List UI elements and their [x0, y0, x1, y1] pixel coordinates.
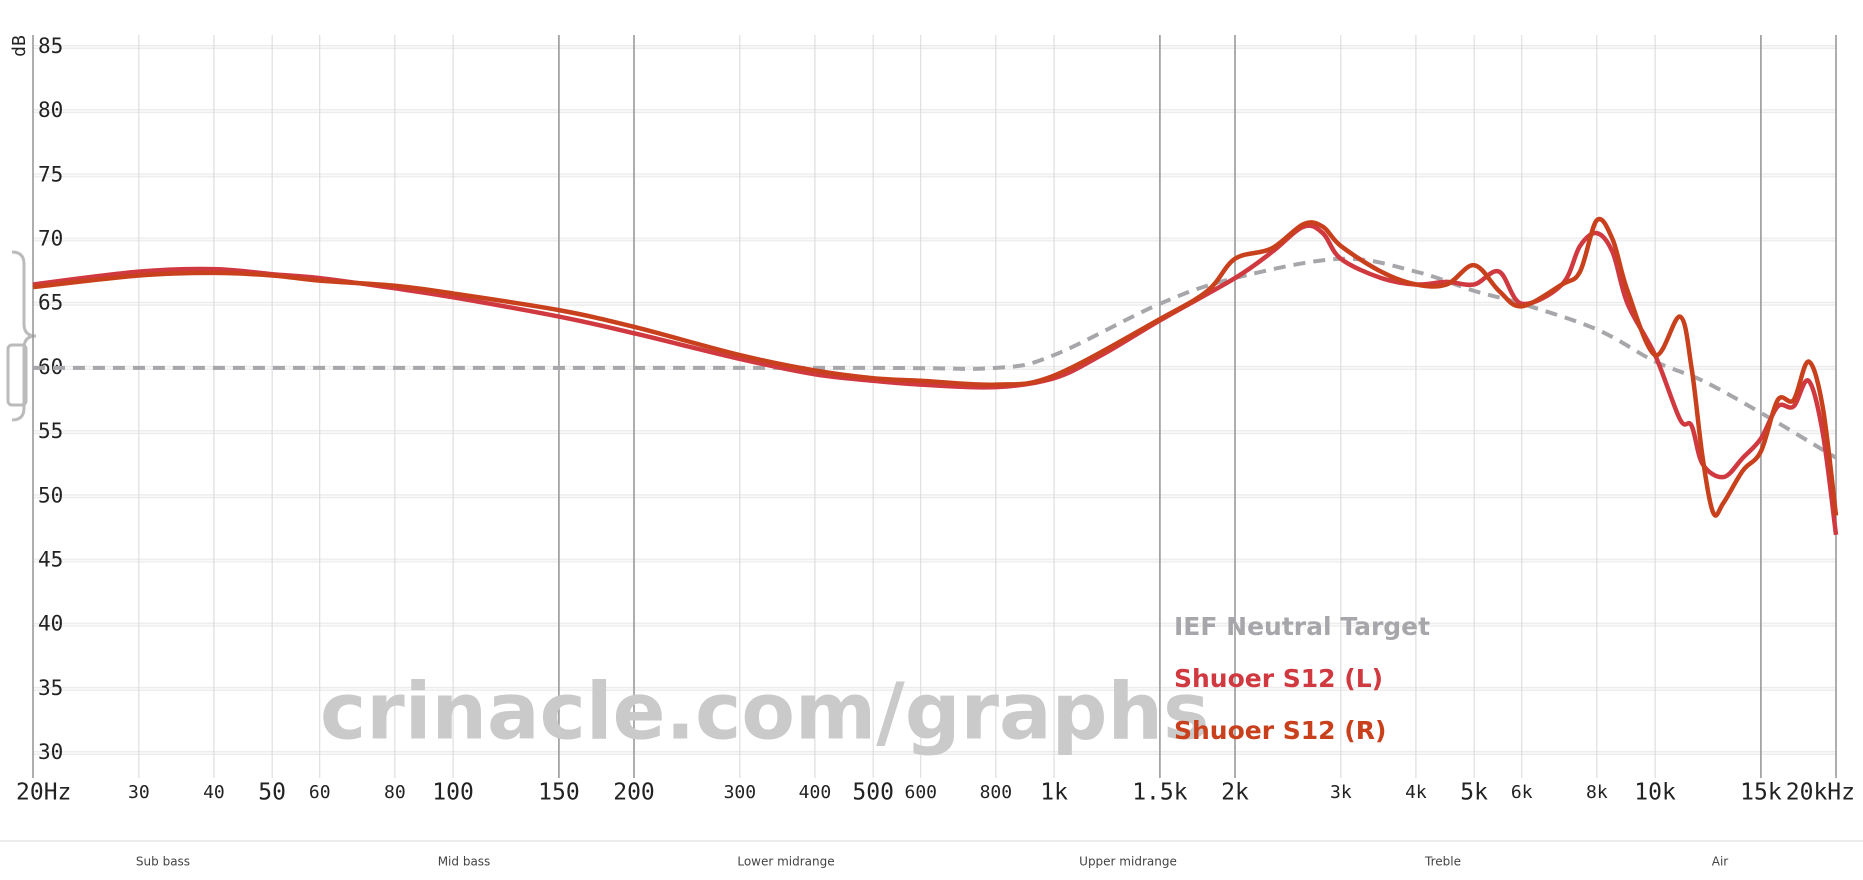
x-tick-label: 1.5k [1132, 780, 1188, 806]
x-tick-label: 1k [1040, 780, 1068, 806]
band-label: Mid bass [438, 855, 491, 869]
x-tick-label: 10k [1634, 780, 1676, 806]
x-tick-label: 80 [384, 782, 406, 803]
response-curve [32, 256, 1838, 460]
y-tick-label: 45 [38, 547, 63, 571]
band-label: Treble [1424, 855, 1461, 869]
legend-entry[interactable]: Shuoer S12 (L) [1174, 664, 1383, 693]
y-axis-label: dB [9, 35, 30, 57]
x-tick-label: 200 [613, 780, 655, 806]
x-tick-label: 100 [432, 780, 474, 806]
x-tick-label: 600 [904, 782, 937, 803]
x-tick-label: 40 [203, 782, 225, 803]
y-tick-label: 55 [38, 419, 63, 443]
response-curve [32, 216, 1839, 518]
x-tick-label: 800 [980, 782, 1013, 803]
x-tick-label: 15k [1740, 780, 1782, 806]
y-tick-label: 75 [38, 162, 63, 186]
band-label: Lower midrange [737, 855, 834, 869]
x-tick-label: 50 [258, 780, 286, 806]
x-tick-label: 8k [1586, 782, 1608, 803]
x-tick-label: 20kHz [1786, 780, 1855, 806]
x-tick-label: 30 [128, 782, 150, 803]
x-tick-label: 3k [1330, 782, 1352, 803]
x-tick-label: 300 [724, 782, 757, 803]
x-tick-label: 2k [1221, 780, 1249, 806]
y-tick-label: 30 [38, 740, 63, 764]
x-tick-label: 4k [1405, 782, 1427, 803]
legend-entry[interactable]: IEF Neutral Target [1174, 612, 1430, 641]
scale-grip[interactable] [6, 343, 28, 407]
legend-entry[interactable]: Shuoer S12 (R) [1174, 716, 1386, 745]
band-label: Air [1712, 855, 1729, 869]
y-tick-label: 50 [38, 483, 63, 507]
scale-handle[interactable] [11, 250, 37, 422]
y-tick-label: 80 [38, 98, 63, 122]
x-tick-label: 6k [1511, 782, 1533, 803]
x-tick-label: 400 [799, 782, 832, 803]
x-tick-label: 5k [1460, 780, 1488, 806]
y-tick-label: 35 [38, 676, 63, 700]
x-tick-label: 60 [309, 782, 331, 803]
response-curve [32, 223, 1839, 536]
y-tick-label: 70 [38, 227, 63, 251]
band-label: Upper midrange [1079, 855, 1177, 869]
watermark: crinacle.com/graphs [320, 667, 1209, 757]
x-tick-label: 20Hz [16, 780, 71, 806]
x-tick-label: 150 [538, 780, 580, 806]
band-label: Sub bass [136, 855, 190, 869]
y-tick-label: 40 [38, 612, 63, 636]
y-tick-label: 85 [38, 34, 63, 58]
plot [32, 216, 1839, 536]
y-tick-label: 65 [38, 291, 63, 315]
x-tick-label: 500 [852, 780, 894, 806]
